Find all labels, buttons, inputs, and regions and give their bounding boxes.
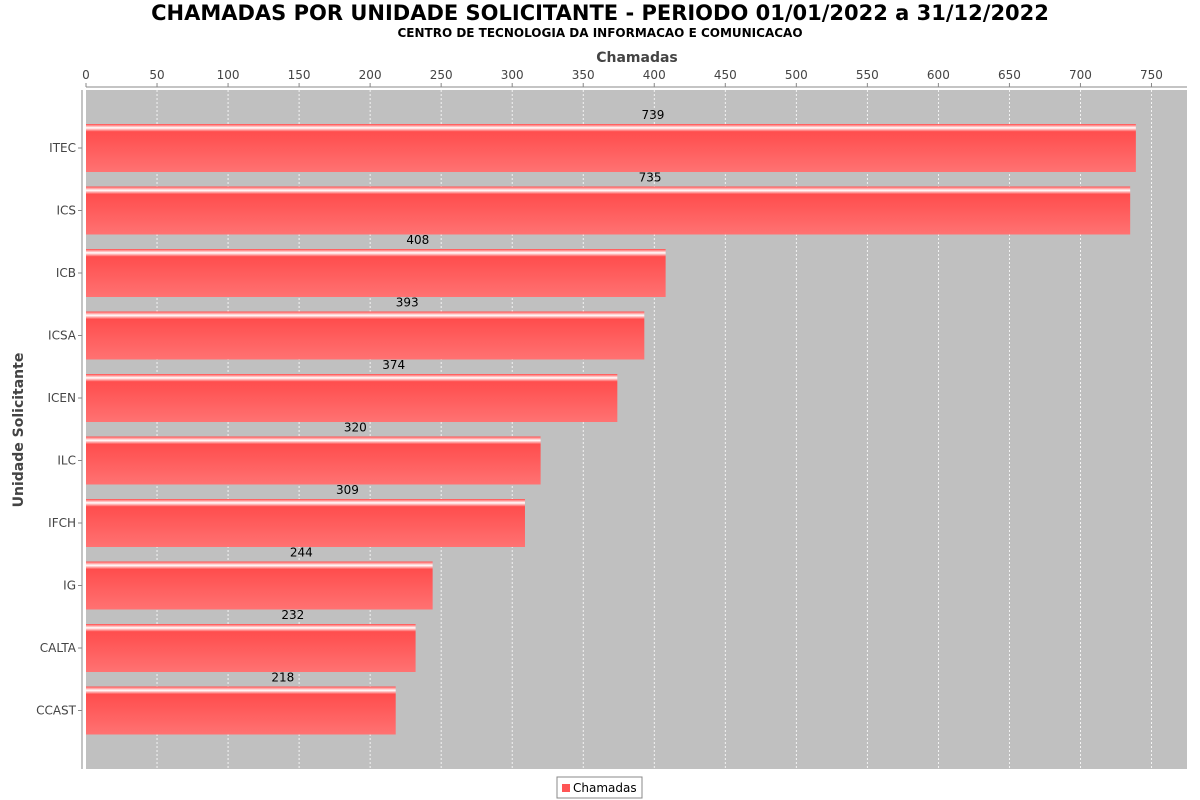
data-label: 374 bbox=[382, 358, 405, 372]
legend-box bbox=[556, 776, 643, 799]
data-label: 735 bbox=[639, 171, 662, 185]
data-label: 218 bbox=[271, 671, 294, 685]
x-tick-label: 300 bbox=[501, 68, 524, 82]
x-tick-label: 400 bbox=[643, 68, 666, 82]
data-label: 393 bbox=[396, 296, 419, 310]
bar-icsa bbox=[86, 311, 645, 360]
legend-label: Chamadas bbox=[573, 781, 637, 795]
legend: Chamadas bbox=[556, 776, 643, 799]
data-label: 244 bbox=[290, 546, 313, 560]
y-tick-label: ICSA bbox=[48, 329, 77, 343]
data-label: 320 bbox=[344, 421, 367, 435]
x-axis-ticks: 0 50 100 150 200 250 300 350 400 450 500 550 600 650 7… bbox=[82, 68, 1163, 87]
axes bbox=[81, 86, 1187, 769]
legend-swatch bbox=[562, 784, 570, 792]
bar-calta bbox=[86, 624, 416, 672]
bars: 739 735 408 393 374 320 309 244 232 218 bbox=[86, 108, 1136, 735]
data-label: 232 bbox=[281, 608, 304, 622]
data-label: 408 bbox=[406, 233, 429, 247]
x-tick-label: 250 bbox=[430, 68, 453, 82]
x-tick-label: 0 bbox=[82, 68, 90, 82]
y-tick-label: ICB bbox=[56, 266, 76, 280]
x-tick-label: 350 bbox=[572, 68, 595, 82]
chart-title: CHAMADAS POR UNIDADE SOLICITANTE - PERIO… bbox=[151, 1, 1049, 25]
x-tick-label: 100 bbox=[217, 68, 240, 82]
y-axis-label: Unidade Solicitante bbox=[11, 353, 27, 508]
bar-ics bbox=[86, 186, 1131, 235]
bar-ig bbox=[86, 561, 433, 610]
y-tick-label: CALTA bbox=[40, 641, 77, 655]
y-tick-label: ILC bbox=[57, 454, 76, 468]
x-tick-label: 50 bbox=[149, 68, 164, 82]
y-tick-label: ICS bbox=[56, 204, 76, 218]
data-label: 309 bbox=[336, 483, 359, 497]
bar-ifch bbox=[86, 499, 525, 547]
x-tick-label: 600 bbox=[927, 68, 950, 82]
bar-icb bbox=[86, 249, 666, 297]
x-tick-label: 700 bbox=[1069, 68, 1092, 82]
x-tick-label: 550 bbox=[856, 68, 879, 82]
y-tick-label: ICEN bbox=[48, 391, 76, 405]
x-tick-label: 500 bbox=[785, 68, 808, 82]
bar-icen bbox=[86, 374, 618, 422]
x-tick-label: 150 bbox=[288, 68, 311, 82]
bar-ilc bbox=[86, 436, 541, 485]
bar-ccast bbox=[86, 686, 396, 735]
data-label: 739 bbox=[641, 108, 664, 122]
y-tick-label: ITEC bbox=[49, 141, 76, 155]
x-tick-label: 750 bbox=[1140, 68, 1163, 82]
chart-subtitle: CENTRO DE TECNOLOGIA DA INFORMACAO E COM… bbox=[397, 26, 802, 40]
bar-itec bbox=[86, 124, 1136, 172]
x-axis-label: Chamadas bbox=[596, 50, 678, 66]
x-tick-label: 200 bbox=[359, 68, 382, 82]
x-tick-label: 450 bbox=[714, 68, 737, 82]
y-tick-label: CCAST bbox=[36, 704, 77, 718]
y-axis-tick-labels: ITEC ICS ICB ICSA ICEN ILC IFCH IG CALTA CCAST bbox=[36, 141, 82, 718]
y-tick-label: IFCH bbox=[48, 516, 76, 530]
y-tick-label: IG bbox=[63, 579, 76, 593]
x-tick-label: 650 bbox=[998, 68, 1021, 82]
